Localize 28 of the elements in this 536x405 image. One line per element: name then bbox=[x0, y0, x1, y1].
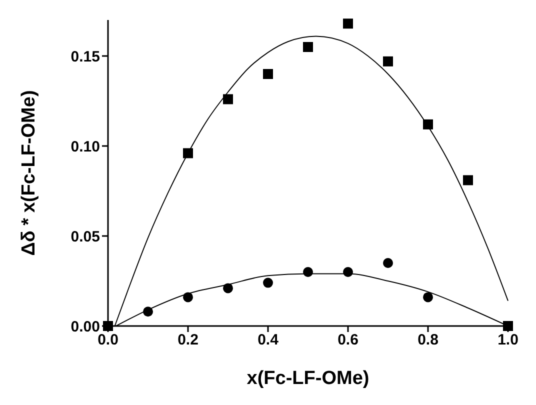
x-tick-label: 0.0 bbox=[98, 332, 118, 349]
point bbox=[423, 292, 433, 302]
point bbox=[223, 94, 233, 104]
x-tick-label: 0.2 bbox=[178, 332, 198, 349]
x-tick-label: 0.8 bbox=[418, 332, 438, 349]
x-tick-label: 0.4 bbox=[258, 332, 280, 349]
y-axis-title: Δδ * x(Fc-LF-OMe) bbox=[18, 90, 40, 256]
point bbox=[263, 278, 273, 288]
point bbox=[343, 18, 353, 29]
point bbox=[383, 56, 393, 66]
x-axis-title: x(Fc-LF-OMe) bbox=[246, 368, 370, 389]
point bbox=[183, 148, 193, 158]
point bbox=[303, 42, 313, 52]
x-tick-label: 0.6 bbox=[338, 332, 358, 349]
x-tick-label: 1.0 bbox=[498, 332, 518, 349]
point bbox=[463, 175, 473, 186]
point bbox=[263, 69, 273, 79]
point bbox=[343, 267, 353, 277]
point bbox=[183, 292, 193, 302]
y-tick-label: 0.05 bbox=[70, 228, 100, 246]
y-tick-label: 0.00 bbox=[70, 318, 100, 336]
point bbox=[223, 283, 233, 294]
point bbox=[303, 267, 313, 277]
point bbox=[423, 119, 433, 130]
y-tick-label: 0.10 bbox=[70, 138, 100, 156]
y-tick-label: 0.15 bbox=[70, 48, 100, 66]
point bbox=[143, 306, 153, 317]
point bbox=[383, 258, 393, 268]
